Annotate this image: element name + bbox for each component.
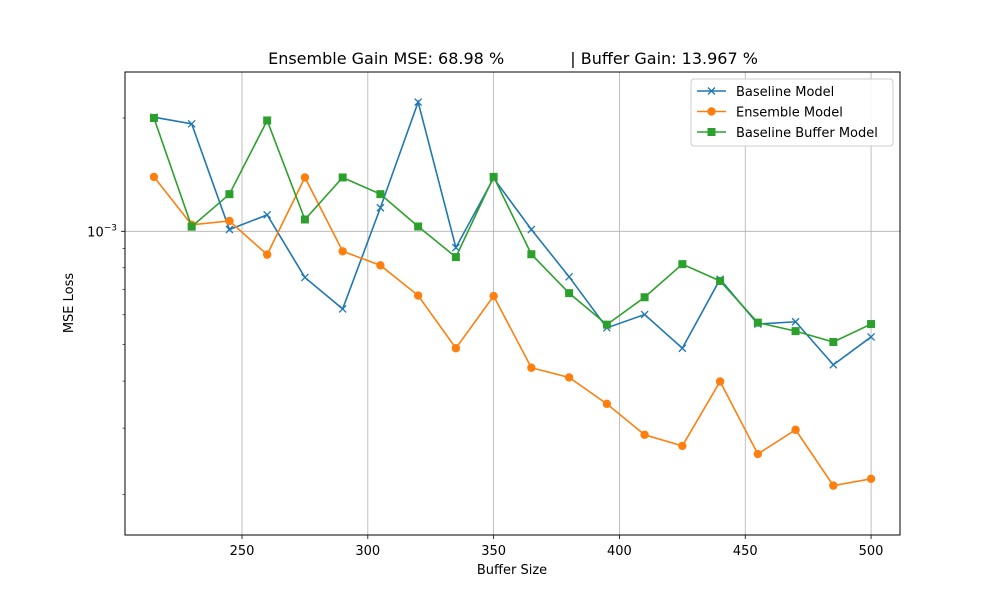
x-tick-label: 300 — [355, 544, 380, 559]
data-point-x-marker — [263, 210, 272, 219]
y-axis-label: MSE Loss — [62, 273, 77, 334]
data-point-circle-marker — [678, 441, 687, 451]
legend-item: Ensemble Model — [697, 106, 843, 121]
data-point-x-marker — [867, 332, 876, 341]
data-point-circle-marker — [376, 261, 385, 270]
data-point-x-marker — [707, 87, 716, 95]
data-point-square-marker — [565, 289, 574, 298]
data-point-square-marker — [867, 320, 876, 329]
data-point-x-marker — [565, 272, 574, 281]
x-tick-label: 400 — [607, 544, 632, 559]
legend-label: Ensemble Model — [736, 106, 843, 121]
data-point-square-marker — [489, 172, 498, 181]
data-point-circle-marker — [791, 425, 800, 434]
data-point-circle-marker — [564, 373, 574, 382]
data-point-circle-marker — [640, 430, 649, 439]
data-point-x-marker — [451, 243, 460, 252]
data-point-square-marker — [707, 128, 716, 136]
legend-box — [690, 78, 894, 147]
x-axis-label: Buffer Size — [477, 563, 547, 578]
data-point-x-marker — [678, 344, 687, 353]
data-point-circle-marker — [602, 399, 612, 409]
data-point-circle-marker — [829, 481, 838, 490]
legend-item: Baseline Buffer Model — [697, 126, 878, 141]
data-point-x-marker — [414, 98, 423, 107]
data-point-circle-marker — [866, 474, 876, 484]
data-point-circle-marker — [300, 173, 310, 182]
data-point-square-marker — [338, 173, 347, 182]
data-point-circle-marker — [149, 172, 159, 182]
legend-label: Baseline Model — [736, 85, 834, 100]
data-point-square-marker — [829, 338, 838, 347]
data-point-circle-marker — [338, 247, 347, 256]
data-point-x-marker — [527, 225, 536, 234]
data-point-square-marker — [527, 250, 536, 259]
data-point-x-marker — [829, 360, 838, 369]
chart-title: Ensemble Gain MSE: 68.98 % | Buffer Gain… — [268, 49, 758, 68]
grid — [125, 72, 900, 535]
data-point-x-marker — [640, 310, 649, 319]
data-point-circle-marker — [262, 250, 272, 259]
data-point-square-marker — [187, 222, 196, 231]
legend-label: Baseline Buffer Model — [736, 126, 878, 141]
series-ensemble-model — [149, 172, 876, 490]
data-point-x-marker — [376, 203, 385, 212]
ticks: 250 300 350 400 450 500 10−3 — [87, 117, 884, 559]
data-point-square-marker — [225, 190, 234, 199]
legend-item: Baseline Model — [697, 85, 834, 100]
data-point-x-marker — [338, 304, 347, 313]
data-point-square-marker — [602, 320, 611, 329]
data-point-circle-marker — [413, 291, 423, 300]
x-tick-label: 500 — [859, 544, 884, 559]
data-point-square-marker — [716, 276, 725, 285]
data-point-square-marker — [791, 327, 800, 336]
series-line — [153, 175, 872, 487]
data-point-square-marker — [300, 215, 309, 224]
series-line — [153, 117, 872, 343]
data-point-circle-marker — [451, 344, 461, 353]
data-point-square-marker — [414, 222, 423, 231]
data-point-x-marker — [225, 225, 234, 234]
data-point-circle-marker — [225, 216, 234, 226]
data-point-square-marker — [753, 318, 762, 327]
data-point-circle-marker — [489, 291, 498, 301]
data-point-square-marker — [376, 190, 385, 199]
data-point-circle-marker — [715, 377, 725, 386]
data-point-square-marker — [451, 253, 460, 262]
data-point-square-marker — [640, 293, 649, 302]
series-layer — [149, 98, 876, 490]
data-point-circle-marker — [753, 449, 763, 459]
data-point-x-marker — [187, 119, 196, 128]
data-point-square-marker — [263, 116, 272, 125]
x-tick-label: 450 — [733, 544, 758, 559]
data-point-circle-marker — [707, 107, 716, 116]
x-tick-label: 250 — [230, 544, 255, 559]
data-point-circle-marker — [527, 363, 536, 372]
data-point-x-marker — [300, 273, 309, 282]
x-tick-label: 350 — [481, 544, 506, 559]
data-point-square-marker — [149, 114, 158, 123]
series-baseline-buffer-model — [149, 114, 876, 347]
legend: Baseline Model Ensemble Model Baseline Buf… — [690, 78, 894, 147]
plot-frame — [124, 71, 901, 536]
y-tick-label: 10−3 — [87, 223, 117, 240]
data-point-x-marker — [791, 317, 800, 326]
data-point-square-marker — [678, 260, 687, 269]
